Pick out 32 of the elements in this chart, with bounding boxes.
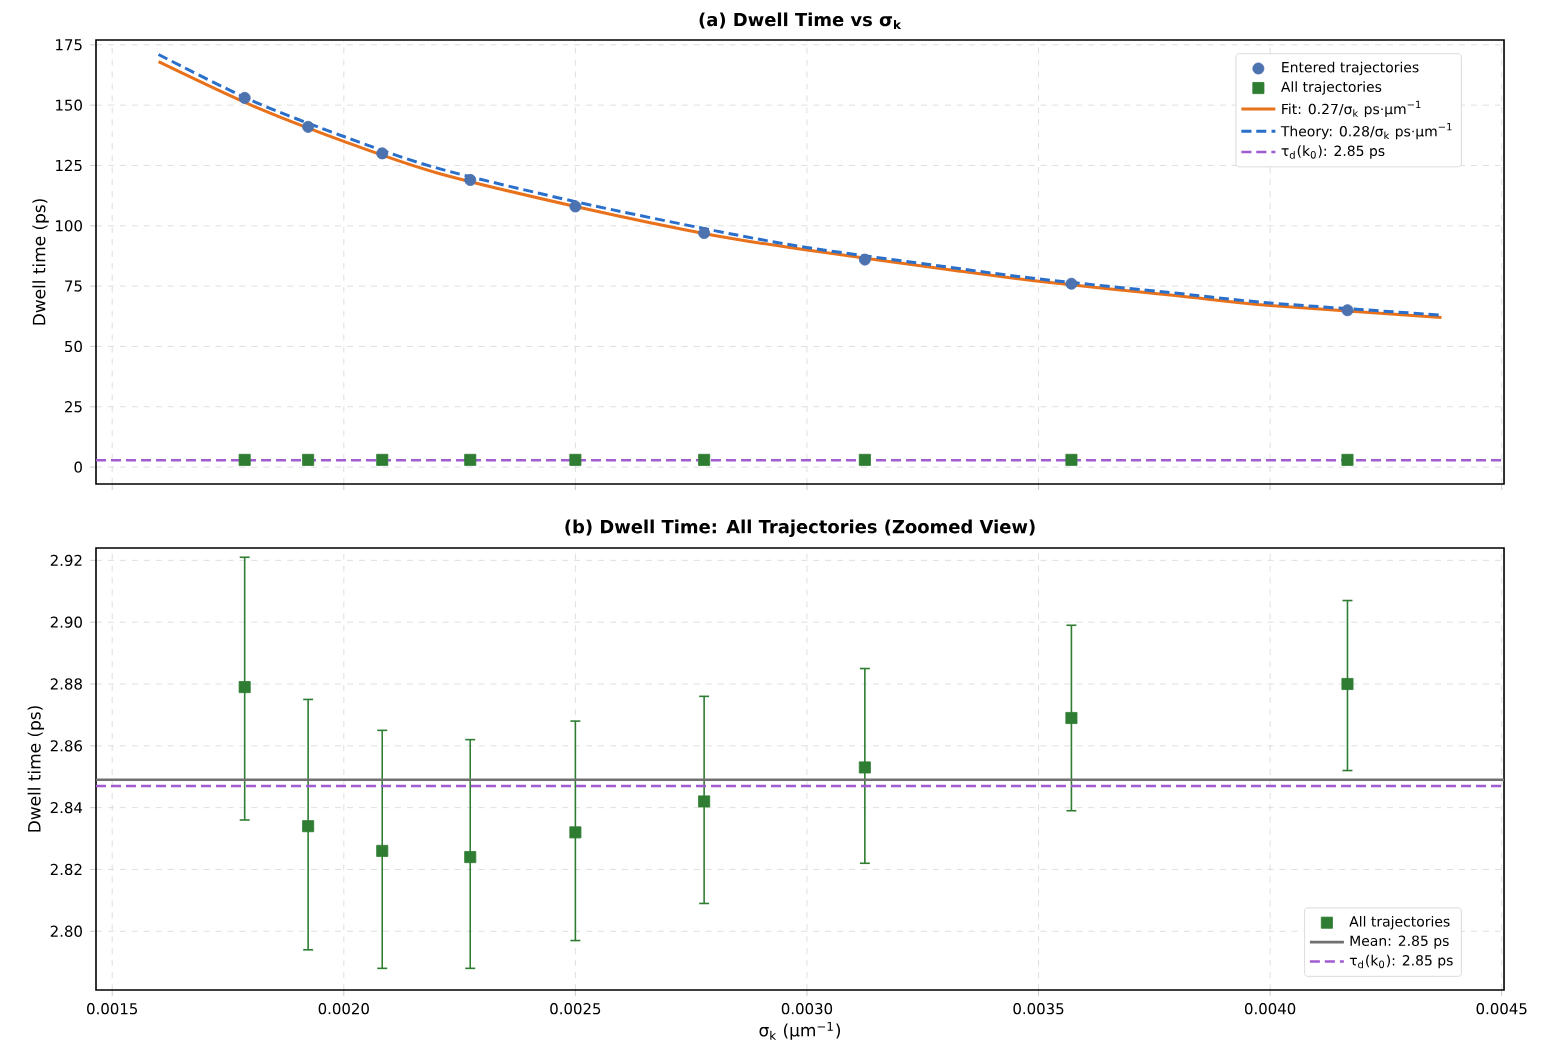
point <box>698 453 711 466</box>
point <box>464 851 477 864</box>
point <box>1341 453 1354 466</box>
point <box>376 147 389 160</box>
point <box>238 453 251 466</box>
point <box>858 253 871 266</box>
x-axis-title: σ$_{k}$ (μm$^{−1}$) <box>759 1022 841 1040</box>
point <box>569 200 582 213</box>
point <box>238 91 251 104</box>
point <box>302 453 315 466</box>
point <box>376 453 389 466</box>
chart-title: (b) Dwell Time: All Trajectories (Zoomed View) <box>565 519 1035 537</box>
point <box>376 844 389 857</box>
y-axis-title: Dwell time (ps) <box>32 199 49 325</box>
point <box>698 227 711 240</box>
point <box>1341 678 1354 690</box>
point <box>464 173 477 186</box>
point <box>569 453 582 466</box>
point <box>1341 304 1354 317</box>
point <box>1065 453 1078 466</box>
point <box>858 761 871 774</box>
point <box>238 681 251 694</box>
point <box>1065 712 1078 724</box>
point <box>1065 277 1078 290</box>
point <box>302 820 315 833</box>
y-axis-title: Dwell time (ps) <box>27 706 45 832</box>
chart-title: (a) Dwell Time vs σ$_{k}$ <box>699 12 902 29</box>
point <box>569 826 582 839</box>
point <box>302 120 315 133</box>
point <box>858 453 871 466</box>
point <box>698 795 711 808</box>
point <box>464 453 477 466</box>
